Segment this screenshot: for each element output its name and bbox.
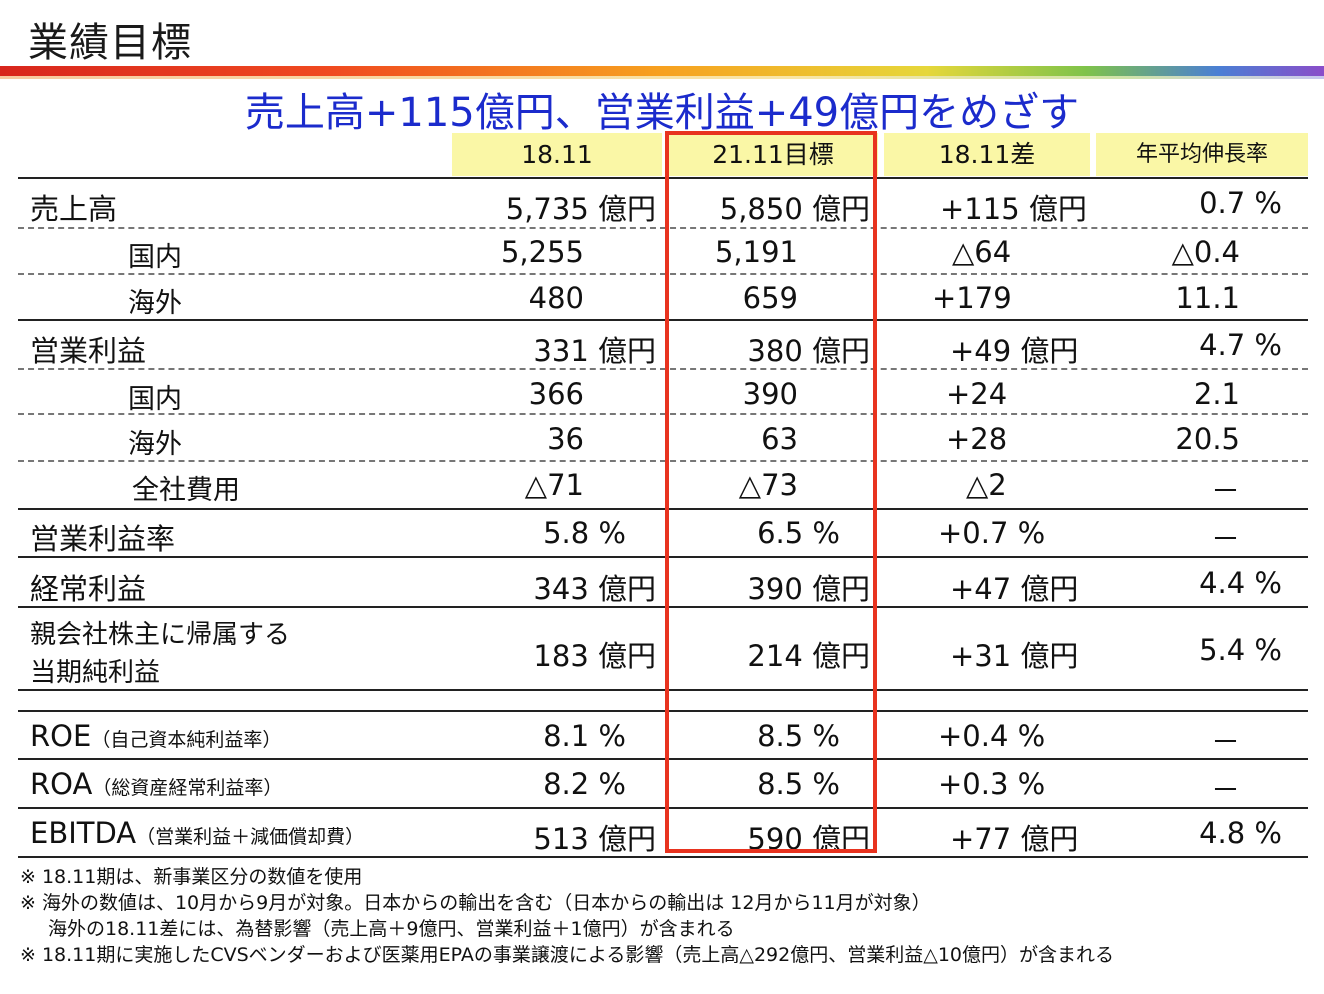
cell-net-2111: 214 億円 bbox=[747, 639, 870, 673]
row-label-operating-margin: 営業利益率 bbox=[30, 522, 176, 556]
cell-margin-2111: 6.5 % bbox=[757, 516, 840, 550]
header-1811: 18.11 bbox=[452, 133, 662, 176]
cell-net-1811: 183 億円 bbox=[533, 639, 656, 673]
row-label-ebitda-main: EBITDA bbox=[30, 816, 137, 850]
cell-margin-diff: +0.7 % bbox=[938, 516, 1046, 550]
cell-roa-1811: 8.2 % bbox=[543, 767, 626, 801]
target-column-highlight bbox=[665, 131, 877, 853]
row-label-roa: ROA（総資産経常利益率） bbox=[30, 767, 282, 801]
row-label-op-domestic: 国内 bbox=[128, 384, 182, 415]
header-1811-diff: 18.11差 bbox=[884, 133, 1090, 176]
cell-corp-diff: △2 bbox=[966, 468, 1007, 502]
page-title: 業績目標 bbox=[28, 20, 192, 66]
cell-op-domestic-1811: 366 bbox=[528, 377, 584, 411]
row-label-sales: 売上高 bbox=[30, 192, 118, 226]
row-divider bbox=[18, 227, 1308, 229]
footnote-2-continued: 海外の18.11差には、為替影響（売上高＋9億円、営業利益＋1億円）が含まれる bbox=[48, 918, 735, 940]
cell-roa-cagr: － bbox=[1210, 773, 1240, 807]
cell-roe-diff: +0.4 % bbox=[938, 719, 1046, 753]
row-divider bbox=[18, 413, 1308, 415]
cell-ordinary-2111: 390 億円 bbox=[747, 572, 870, 606]
cell-corp-cagr: － bbox=[1210, 474, 1240, 508]
header-cagr: 年平均伸長率 bbox=[1096, 133, 1308, 176]
rainbow-divider bbox=[0, 66, 1324, 76]
cell-roa-diff: +0.3 % bbox=[938, 767, 1046, 801]
rainbow-divider-shadow bbox=[0, 76, 1324, 79]
row-rule bbox=[18, 508, 1308, 510]
cell-sales-domestic-2111: 5,191 bbox=[714, 235, 798, 269]
row-label-net-income-line2: 当期純利益 bbox=[30, 658, 161, 688]
footnote-3: ※ 18.11期に実施したCVSベンダーおよび医薬用EPAの事業譲渡による影響（… bbox=[20, 944, 1115, 966]
cell-sales-domestic-1811: 5,255 bbox=[500, 235, 584, 269]
row-divider bbox=[18, 368, 1308, 370]
cell-roe-cagr: － bbox=[1210, 725, 1240, 759]
row-label-sales-overseas: 海外 bbox=[128, 288, 182, 319]
cell-ebitda-1811: 513 億円 bbox=[533, 822, 656, 856]
cell-ebitda-diff: +77 億円 bbox=[950, 822, 1079, 856]
cell-sales-1811: 5,735 億円 bbox=[505, 192, 656, 226]
cell-sales-cagr: 0.7 % bbox=[1199, 186, 1282, 220]
cell-op-cagr: 4.7 % bbox=[1199, 328, 1282, 362]
cell-op-2111: 380 億円 bbox=[747, 334, 870, 368]
row-label-ordinary-profit: 経常利益 bbox=[30, 572, 147, 606]
cell-ordinary-diff: +47 億円 bbox=[950, 572, 1079, 606]
cell-sales-overseas-diff: +179 bbox=[932, 281, 1012, 315]
cell-ordinary-cagr: 4.4 % bbox=[1199, 566, 1282, 600]
row-label-roe: ROE（自己資本純利益率） bbox=[30, 719, 281, 753]
cell-op-overseas-1811: 36 bbox=[547, 422, 584, 456]
cell-op-overseas-cagr: 20.5 bbox=[1175, 422, 1240, 456]
footnote-1: ※ 18.11期は、新事業区分の数値を使用 bbox=[20, 866, 363, 888]
cell-sales-overseas-1811: 480 bbox=[528, 281, 584, 315]
cell-roe-1811: 8.1 % bbox=[543, 719, 626, 753]
row-rule bbox=[18, 556, 1308, 558]
cell-op-1811: 331 億円 bbox=[533, 334, 656, 368]
cell-op-domestic-diff: +24 bbox=[946, 377, 1008, 411]
cell-net-cagr: 5.4 % bbox=[1199, 633, 1282, 667]
cell-sales-overseas-2111: 659 bbox=[742, 281, 798, 315]
cell-sales-domestic-diff: △64 bbox=[952, 235, 1012, 269]
row-label-op-overseas: 海外 bbox=[128, 429, 182, 460]
cell-corp-2111: △73 bbox=[738, 468, 798, 502]
row-divider bbox=[18, 460, 1308, 462]
row-divider bbox=[18, 273, 1308, 275]
row-rule bbox=[18, 606, 1308, 608]
row-rule bbox=[18, 758, 1308, 760]
row-rule bbox=[18, 319, 1308, 321]
cell-sales-domestic-cagr: △0.4 bbox=[1171, 235, 1240, 269]
cell-sales-overseas-cagr: 11.1 bbox=[1175, 281, 1240, 315]
row-rule bbox=[18, 710, 1308, 712]
cell-op-domestic-2111: 390 bbox=[742, 377, 798, 411]
cell-roe-2111: 8.5 % bbox=[757, 719, 840, 753]
row-label-ebitda: EBITDA（営業利益＋減価償却費） bbox=[30, 816, 364, 850]
headline: 売上高+115億円、営業利益+49億円をめざす bbox=[244, 90, 1080, 136]
row-label-net-income-line1: 親会社株主に帰属する bbox=[30, 620, 291, 650]
cell-corp-1811: △71 bbox=[524, 468, 584, 502]
row-label-roa-note: （総資産経常利益率） bbox=[92, 777, 283, 799]
cell-op-diff: +49 億円 bbox=[950, 334, 1079, 368]
cell-margin-cagr: － bbox=[1210, 522, 1240, 556]
table-bottom-rule bbox=[18, 856, 1308, 858]
cell-margin-1811: 5.8 % bbox=[543, 516, 626, 550]
cell-roa-2111: 8.5 % bbox=[757, 767, 840, 801]
cell-ebitda-cagr: 4.8 % bbox=[1199, 816, 1282, 850]
footnote-2: ※ 海外の数値は、10月から9月が対象。日本からの輸出を含む（日本からの輸出は … bbox=[20, 892, 931, 914]
row-label-corporate-expenses: 全社費用 bbox=[132, 475, 240, 506]
row-label-operating-profit: 営業利益 bbox=[30, 334, 147, 368]
cell-op-overseas-2111: 63 bbox=[761, 422, 798, 456]
cell-sales-2111: 5,850 億円 bbox=[719, 192, 870, 226]
row-rule bbox=[18, 807, 1308, 809]
row-label-roe-main: ROE bbox=[30, 719, 92, 753]
cell-op-domestic-cagr: 2.1 bbox=[1193, 377, 1240, 411]
cell-net-diff: +31 億円 bbox=[950, 639, 1079, 673]
row-label-roa-main: ROA bbox=[30, 767, 93, 801]
cell-op-overseas-diff: +28 bbox=[946, 422, 1008, 456]
cell-sales-diff: +115 億円 bbox=[940, 192, 1087, 226]
cell-ordinary-1811: 343 億円 bbox=[533, 572, 656, 606]
row-label-sales-domestic: 国内 bbox=[128, 242, 182, 273]
row-label-roe-note: （自己資本純利益率） bbox=[91, 729, 282, 751]
header-2111-target: 21.11目標 bbox=[668, 133, 878, 176]
row-label-ebitda-note: （営業利益＋減価償却費） bbox=[136, 826, 365, 848]
row-rule bbox=[18, 689, 1308, 691]
table-top-rule bbox=[18, 177, 1308, 179]
